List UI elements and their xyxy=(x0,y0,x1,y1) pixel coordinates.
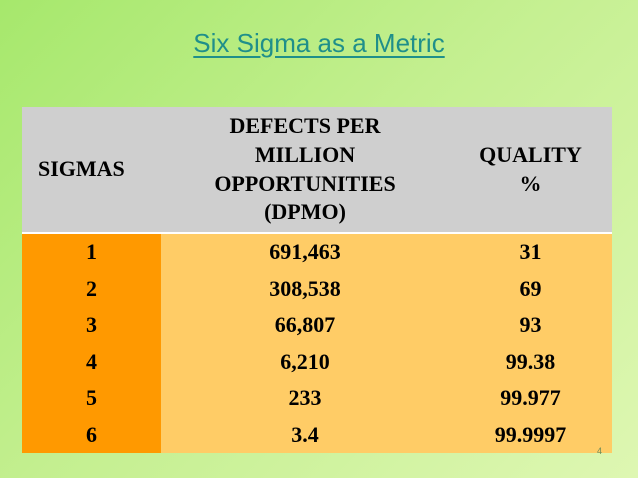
header-dpmo-line: DEFECTS PER xyxy=(229,113,381,139)
header-dpmo-line: MILLION xyxy=(254,141,356,167)
table-row: 4 6,210 99.38 xyxy=(22,343,612,380)
sigma-cell: 2 xyxy=(22,270,161,307)
dpmo-cell: 308,538 xyxy=(161,270,449,307)
quality-cell: 69 xyxy=(449,270,612,307)
sigma-table: SIGMAS DEFECTS PER MILLION OPPORTUNITIES… xyxy=(22,107,612,453)
header-quality-line: QUALITY xyxy=(479,141,582,167)
slide-title: Six Sigma as a Metric xyxy=(193,28,445,58)
table-header-row: SIGMAS DEFECTS PER MILLION OPPORTUNITIES… xyxy=(22,107,612,234)
dpmo-cell: 66,807 xyxy=(161,307,449,344)
quality-cell: 99.9997 xyxy=(449,416,612,453)
header-dpmo-line: (DPMO) xyxy=(264,199,346,225)
quality-cell: 99.38 xyxy=(449,343,612,380)
dpmo-cell: 233 xyxy=(161,380,449,417)
dpmo-cell: 6,210 xyxy=(161,343,449,380)
sigma-cell: 1 xyxy=(22,234,161,271)
table-row: 1 691,463 31 xyxy=(22,234,612,271)
table-row: 5 233 99.977 xyxy=(22,380,612,417)
quality-cell: 99.977 xyxy=(449,380,612,417)
sigma-cell: 4 xyxy=(22,343,161,380)
table-row: 6 3.4 99.9997 xyxy=(22,416,612,453)
dpmo-cell: 3.4 xyxy=(161,416,449,453)
dpmo-cell: 691,463 xyxy=(161,234,449,271)
table-body: 1 691,463 31 2 308,538 69 3 66,807 93 4 6,210 99.38… xyxy=(22,234,612,453)
sigma-cell: 5 xyxy=(22,380,161,417)
header-quality: QUALITY % xyxy=(449,107,612,232)
quality-cell: 31 xyxy=(449,234,612,271)
page-number: 4 xyxy=(596,446,602,456)
sigma-cell: 6 xyxy=(22,416,161,453)
table-row: 3 66,807 93 xyxy=(22,307,612,344)
header-sigmas: SIGMAS xyxy=(38,156,125,182)
header-quality-line: % xyxy=(519,170,542,196)
table-row: 2 308,538 69 xyxy=(22,270,612,307)
sigma-cell: 3 xyxy=(22,307,161,344)
header-dpmo-line: OPPORTUNITIES xyxy=(214,170,396,196)
header-dpmo: DEFECTS PER MILLION OPPORTUNITIES (DPMO) xyxy=(161,107,449,232)
quality-cell: 93 xyxy=(449,307,612,344)
